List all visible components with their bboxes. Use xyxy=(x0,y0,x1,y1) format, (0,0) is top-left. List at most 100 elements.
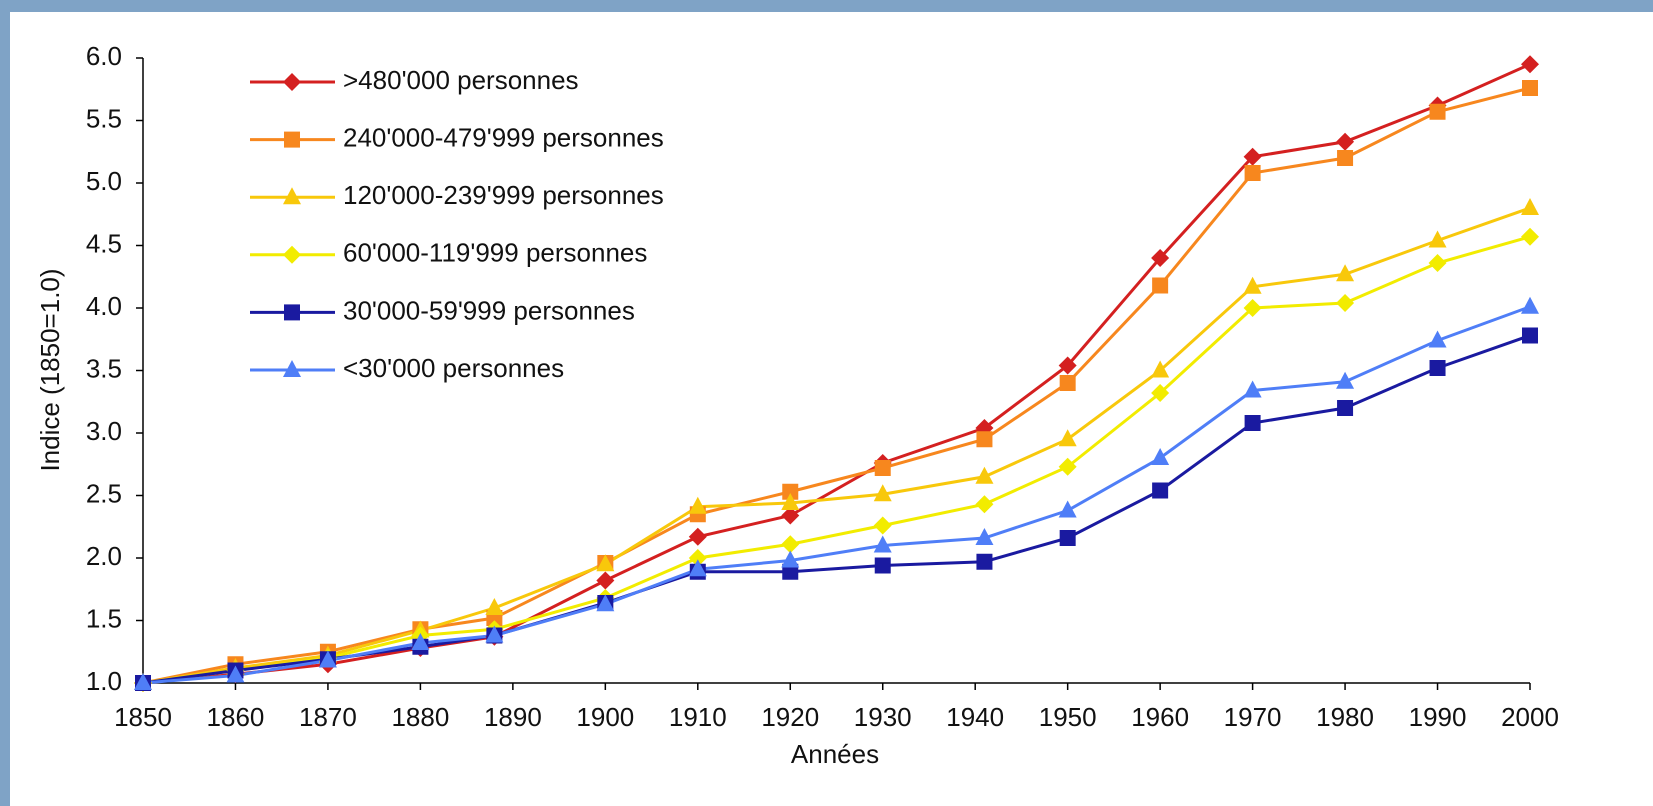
legend-label: 240'000-479'999 personnes xyxy=(343,122,664,152)
data-point xyxy=(1243,380,1262,398)
y-tick-label: 4.0 xyxy=(86,291,122,321)
data-point xyxy=(1428,230,1447,248)
data-point xyxy=(1058,429,1077,447)
legend-marker xyxy=(284,131,300,148)
y-tick-label: 1.0 xyxy=(86,666,122,696)
x-tick-label: 1870 xyxy=(299,702,357,732)
x-tick-label: 1890 xyxy=(484,702,542,732)
data-point xyxy=(1243,276,1262,294)
data-point xyxy=(1243,147,1262,166)
data-point xyxy=(975,495,994,514)
data-point xyxy=(1059,375,1076,391)
data-point xyxy=(485,598,504,615)
data-point xyxy=(874,557,891,574)
x-tick-label: 1900 xyxy=(576,702,634,732)
data-point xyxy=(688,527,707,546)
series-line xyxy=(142,86,1531,685)
legend-marker xyxy=(283,245,301,264)
data-point xyxy=(1151,360,1170,378)
data-point xyxy=(688,549,707,567)
data-point xyxy=(1336,371,1355,389)
x-tick-label: 1920 xyxy=(761,702,819,732)
legend-label: 30'000-59'999 personnes xyxy=(343,295,635,325)
data-point xyxy=(1151,448,1170,465)
data-point xyxy=(596,571,615,590)
data-point xyxy=(485,625,504,643)
data-point xyxy=(1336,264,1355,282)
data-point xyxy=(688,496,707,514)
data-point xyxy=(688,559,707,577)
legend-marker xyxy=(283,360,301,377)
data-point xyxy=(596,554,615,572)
y-tick-label: 4.5 xyxy=(86,228,122,258)
data-point xyxy=(1152,277,1169,294)
y-tick-label: 5.0 xyxy=(86,166,122,196)
data-point xyxy=(782,483,799,500)
series-line xyxy=(142,206,1531,685)
y-tick-label: 1.5 xyxy=(86,603,122,633)
data-point xyxy=(1244,165,1261,181)
x-tick-label: 1970 xyxy=(1224,702,1282,732)
x-tick-label: 1930 xyxy=(854,702,912,732)
y-tick-label: 2.5 xyxy=(86,478,122,508)
x-tick-label: 1990 xyxy=(1409,702,1467,732)
x-axis-label: Années xyxy=(791,739,879,769)
y-tick-label: 6.0 xyxy=(86,41,122,71)
data-point xyxy=(226,665,245,683)
data-point xyxy=(411,633,430,650)
data-point xyxy=(1337,400,1354,416)
data-point xyxy=(1336,132,1355,151)
legend-marker xyxy=(284,304,300,321)
x-tick-label: 2000 xyxy=(1501,702,1559,732)
data-point xyxy=(1058,457,1077,476)
x-tick-label: 1940 xyxy=(946,702,1004,732)
legend-label: 60'000-119'999 personnes xyxy=(343,238,647,268)
y-tick-label: 3.5 xyxy=(86,353,122,383)
data-point xyxy=(1428,254,1447,272)
data-point xyxy=(1428,330,1447,348)
data-point xyxy=(134,673,152,690)
y-tick-label: 3.0 xyxy=(86,416,122,446)
data-point xyxy=(975,466,994,484)
data-point xyxy=(1429,360,1446,376)
data-point xyxy=(1521,296,1539,314)
data-point xyxy=(873,484,892,502)
legend-label: <30'000 personnes xyxy=(343,353,564,383)
x-tick-label: 1960 xyxy=(1131,702,1189,732)
data-point xyxy=(874,460,891,476)
data-point xyxy=(781,535,800,554)
data-point xyxy=(781,493,800,510)
legend-label: 120'000-239'999 personnes xyxy=(343,180,664,210)
data-point xyxy=(1522,327,1538,344)
data-point xyxy=(1336,294,1355,312)
data-point xyxy=(1429,103,1446,120)
legend-marker xyxy=(283,73,301,91)
data-point xyxy=(1244,415,1261,431)
panel xyxy=(10,12,1653,806)
series-line xyxy=(142,235,1531,685)
data-point xyxy=(873,516,892,535)
data-point xyxy=(1152,482,1169,499)
data-point xyxy=(1151,249,1170,267)
data-point xyxy=(1521,198,1539,215)
data-point xyxy=(976,553,993,570)
data-point xyxy=(1337,150,1354,166)
data-point xyxy=(975,528,994,545)
x-tick-label: 1950 xyxy=(1039,702,1097,732)
x-tick-label: 1980 xyxy=(1316,702,1374,732)
legend-marker xyxy=(283,187,301,205)
data-point xyxy=(976,431,993,448)
data-point xyxy=(1243,299,1262,317)
data-point xyxy=(1058,500,1077,518)
data-point xyxy=(1522,80,1538,96)
data-point xyxy=(1521,55,1539,74)
series-line xyxy=(142,62,1531,685)
y-tick-label: 2.0 xyxy=(86,541,122,571)
x-tick-label: 1860 xyxy=(207,702,265,732)
data-point xyxy=(1059,530,1076,546)
y-axis-label: Indice (1850=1.0) xyxy=(35,268,65,471)
data-point xyxy=(873,535,892,553)
data-point xyxy=(1151,384,1170,402)
data-point xyxy=(318,650,337,668)
